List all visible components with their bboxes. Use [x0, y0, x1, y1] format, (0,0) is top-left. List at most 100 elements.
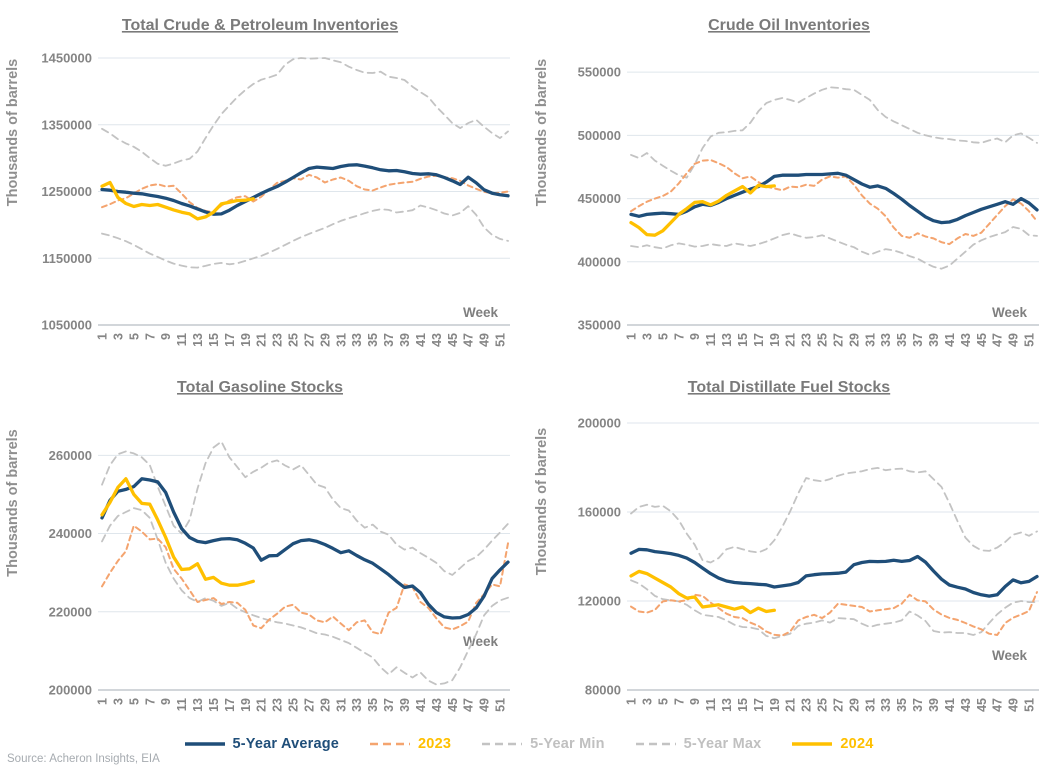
x-tick-label: 25	[816, 698, 830, 712]
legend-item-5-year-min: 5-Year Min	[481, 736, 605, 752]
x-tick-label: 23	[271, 333, 285, 347]
legend-label: 5-Year Max	[683, 736, 762, 752]
x-tick-label: 29	[318, 698, 332, 712]
x-tick-label: 9	[688, 333, 702, 340]
series-line-5-year-max	[630, 86, 1038, 179]
x-tick-label: 5	[127, 698, 141, 705]
y-tick-label: 1250000	[41, 184, 92, 199]
x-tick-label: 31	[334, 333, 348, 347]
series-line-5-year-max	[630, 467, 1038, 564]
x-tick-label: 41	[943, 333, 957, 347]
series-line-5-year-min	[101, 204, 509, 269]
series-line-5-year-max	[101, 57, 509, 167]
x-tick-label: 33	[350, 698, 364, 712]
legend-item-2024: 2024	[791, 736, 873, 752]
x-tick-label: 33	[350, 333, 364, 347]
x-tick-label: 25	[287, 333, 301, 347]
x-tick-label: 5	[127, 333, 141, 340]
chart-legend: 5-Year Average 2023 5-Year Min 5-Year Max 20…	[0, 731, 1057, 757]
y-tick-label: 500000	[578, 128, 621, 143]
x-tick-label: 45	[446, 698, 460, 712]
legend-label: 2023	[418, 736, 452, 752]
legend-swatch-dashed-line-icon	[370, 742, 411, 746]
x-tick-label: 39	[927, 698, 941, 712]
x-tick-label: 49	[478, 698, 492, 712]
x-tick-label: 31	[334, 698, 348, 712]
y-tick-label: 1050000	[41, 318, 92, 333]
y-axis-title: Thousands of barrels	[5, 429, 21, 576]
x-tick-label: 3	[640, 333, 654, 340]
x-tick-label: 39	[927, 333, 941, 347]
series-line-2024	[629, 183, 776, 237]
x-tick-label: 35	[366, 698, 380, 712]
x-axis-title: Week	[463, 305, 499, 320]
x-tick-label: 27	[831, 333, 845, 347]
x-tick-label: 1	[96, 698, 110, 705]
x-tick-label: 15	[736, 698, 750, 712]
x-tick-label: 47	[462, 333, 476, 347]
x-tick-label: 23	[800, 698, 814, 712]
x-tick-label: 19	[768, 698, 782, 712]
x-tick-label: 9	[159, 698, 173, 705]
y-tick-label: 450000	[578, 191, 621, 206]
chart-total-gasoline-stocks: 200000 220000 240000 260000 1 3 5 7 9 11 13 15 17 19 2…	[0, 368, 529, 731]
x-tick-label: 17	[752, 698, 766, 712]
x-tick-label: 9	[688, 698, 702, 705]
x-tick-label: 33	[879, 333, 893, 347]
x-tick-label: 51	[1023, 698, 1037, 712]
y-tick-label: 550000	[578, 65, 621, 80]
x-tick-label: 3	[640, 698, 654, 705]
x-tick-label: 11	[175, 698, 189, 711]
y-tick-label: 200000	[578, 416, 621, 431]
x-axis-title: Week	[992, 305, 1028, 320]
x-tick-label: 49	[478, 333, 492, 347]
chart-title: Crude Oil Inventories	[708, 17, 870, 34]
y-tick-label: 400000	[578, 254, 621, 269]
x-tick-label: 29	[318, 333, 332, 347]
y-tick-label: 1450000	[41, 51, 92, 66]
x-tick-label: 21	[255, 698, 269, 712]
x-tick-label: 41	[943, 698, 957, 712]
y-axis-title: Thousands of barrels	[534, 428, 550, 575]
x-tick-label: 31	[863, 333, 877, 347]
x-tick-label: 29	[847, 698, 861, 712]
y-tick-label: 1350000	[41, 117, 92, 132]
x-axis-title: Week	[992, 648, 1028, 663]
series-line-5-year-max	[101, 440, 509, 576]
series-line-2024	[100, 180, 255, 221]
x-tick-label: 7	[143, 333, 157, 340]
y-axis-title: Thousands of barrels	[534, 59, 550, 206]
x-tick-label: 27	[831, 698, 845, 712]
x-tick-label: 47	[991, 333, 1005, 347]
chart-total-crude-petroleum-inventories: 1050000 1150000 1250000 1350000 1450000 1 3 5 7 9…	[0, 0, 529, 368]
x-tick-label: 27	[302, 698, 316, 712]
series-line-2023	[101, 173, 509, 214]
series-line-2023	[101, 524, 509, 636]
x-tick-label: 39	[398, 333, 412, 347]
x-tick-label: 37	[382, 698, 396, 712]
x-tick-label: 3	[111, 333, 125, 340]
x-tick-label: 5	[656, 333, 670, 340]
series-line-5-year-min	[101, 507, 509, 686]
x-tick-label: 17	[752, 333, 766, 347]
x-tick-label: 13	[720, 698, 734, 712]
x-tick-label: 7	[672, 698, 686, 705]
x-tick-label: 9	[159, 333, 173, 340]
legend-swatch-dashed-line-icon	[482, 742, 523, 746]
chart-title: Total Distillate Fuel Stocks	[688, 379, 891, 396]
x-tick-label: 17	[223, 333, 237, 347]
x-tick-label: 1	[625, 333, 639, 340]
x-tick-label: 51	[494, 698, 508, 712]
x-tick-label: 23	[271, 698, 285, 712]
y-tick-label: 260000	[49, 448, 92, 463]
legend-swatch-dashed-line-icon	[635, 742, 676, 746]
x-tick-label: 51	[494, 333, 508, 347]
x-tick-label: 25	[816, 333, 830, 347]
x-tick-label: 21	[784, 698, 798, 712]
x-tick-label: 39	[398, 698, 412, 712]
x-tick-label: 41	[414, 333, 428, 347]
x-tick-label: 25	[287, 698, 301, 712]
x-tick-label: 41	[414, 698, 428, 712]
